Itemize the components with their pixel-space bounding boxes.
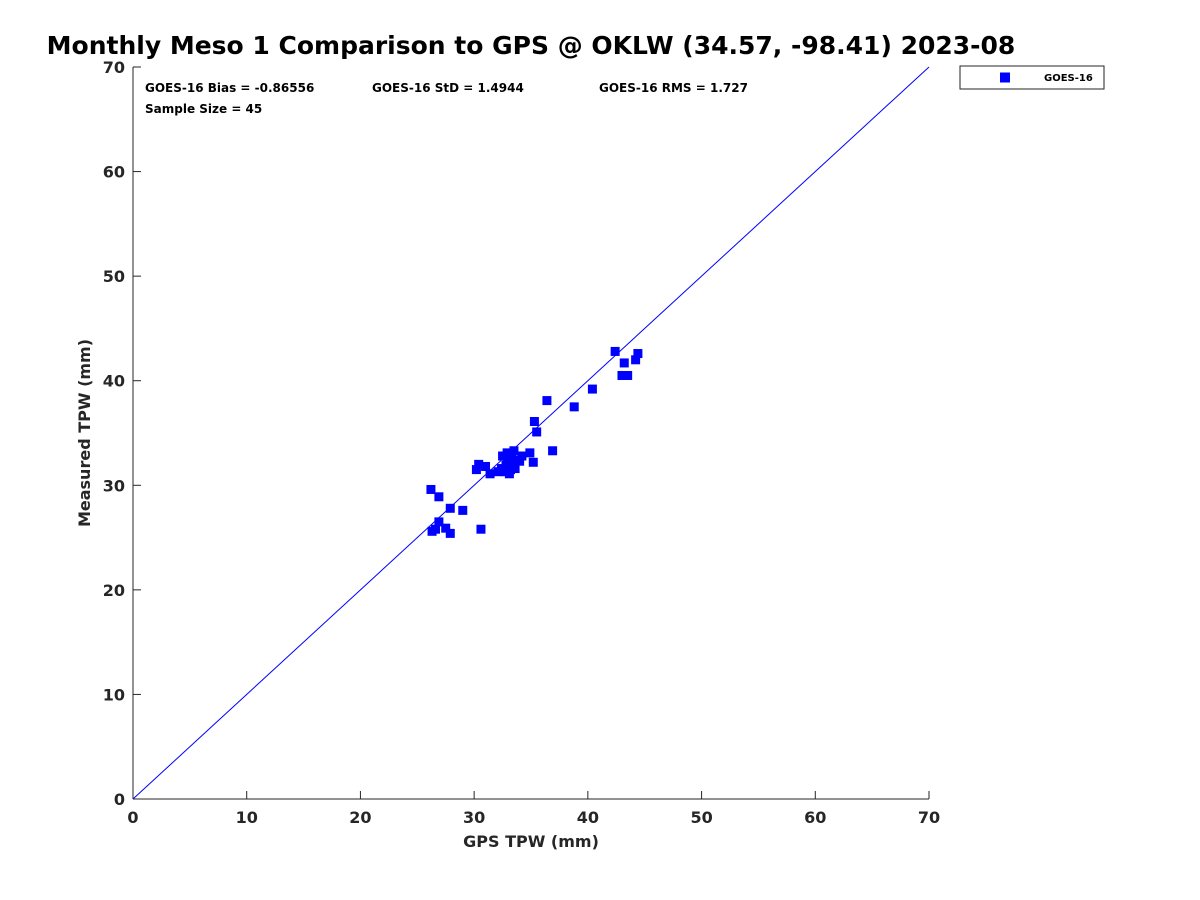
data-point (426, 484, 436, 494)
y-tick-label: 0 (114, 790, 125, 809)
legend-label-goes16: GOES-16 (1044, 73, 1093, 84)
y-tick-label: 20 (103, 581, 125, 600)
one-to-one-reference-line (132, 66, 930, 800)
data-point (617, 370, 627, 380)
data-point (485, 469, 495, 479)
data-point (458, 505, 468, 515)
y-tick-label: 70 (103, 58, 125, 77)
data-point (500, 467, 510, 477)
data-point (430, 524, 440, 534)
data-point (509, 446, 519, 456)
data-point (525, 448, 535, 458)
data-point (528, 457, 538, 467)
x-tick-label: 20 (349, 808, 371, 827)
data-point (445, 528, 455, 538)
data-point (434, 492, 444, 502)
x-tick-label: 60 (804, 808, 826, 827)
stat-sample-size: Sample Size = 45 (145, 102, 262, 116)
stat-rms: GOES-16 RMS = 1.727 (599, 81, 748, 95)
x-tick-label: 50 (690, 808, 712, 827)
y-tick-label: 30 (103, 476, 125, 495)
data-point (445, 503, 455, 513)
x-tick-label: 30 (463, 808, 485, 827)
data-point (623, 370, 633, 380)
y-tick-label: 10 (103, 685, 125, 704)
legend-box (959, 65, 1105, 90)
x-tick-label: 0 (127, 808, 138, 827)
x-tick-label: 10 (236, 808, 258, 827)
stat-bias: GOES-16 Bias = -0.86556 (145, 81, 314, 95)
data-point (476, 524, 486, 534)
y-tick-label: 50 (103, 267, 125, 286)
data-point (471, 465, 481, 475)
data-point (542, 396, 552, 406)
data-point (587, 384, 597, 394)
data-point (474, 459, 484, 469)
data-point (532, 427, 542, 437)
data-point (434, 517, 444, 527)
data-point (481, 461, 491, 471)
data-point (548, 446, 558, 456)
legend-marker-goes16 (1000, 72, 1010, 83)
data-point (517, 451, 527, 461)
y-axis-label: Measured TPW (mm) (75, 339, 94, 527)
data-point (441, 523, 451, 533)
y-tick-label: 60 (103, 163, 125, 182)
data-point (508, 461, 518, 471)
stat-std: GOES-16 StD = 1.4944 (372, 81, 524, 95)
data-point (501, 460, 511, 470)
data-point (510, 455, 520, 465)
data-point (610, 346, 620, 356)
data-point (498, 451, 508, 461)
x-tick-label: 70 (918, 808, 940, 827)
x-axis-label: GPS TPW (mm) (463, 832, 599, 851)
data-point (631, 355, 641, 365)
chart-title: Monthly Meso 1 Comparison to GPS @ OKLW … (47, 31, 1016, 60)
data-point (633, 349, 643, 359)
data-point (502, 448, 512, 458)
data-point (515, 456, 525, 466)
y-tick-label: 40 (103, 372, 125, 391)
data-point (529, 416, 539, 426)
x-tick-label: 40 (577, 808, 599, 827)
data-point (569, 402, 579, 412)
goes16-data-points (426, 346, 643, 538)
stats-block: GOES-16 Bias = -0.86556 GOES-16 StD = 1.… (145, 81, 748, 116)
data-point (619, 358, 629, 368)
x-axis-ticks: 0 10 20 30 40 50 60 70 (127, 791, 940, 827)
y-axis-ticks: 0 10 20 30 40 50 60 70 (103, 58, 141, 809)
plot-area: 0 10 20 30 40 50 60 70 0 10 20 30 40 50 60 70 (103, 58, 940, 827)
legend: GOES-16 (959, 65, 1105, 90)
